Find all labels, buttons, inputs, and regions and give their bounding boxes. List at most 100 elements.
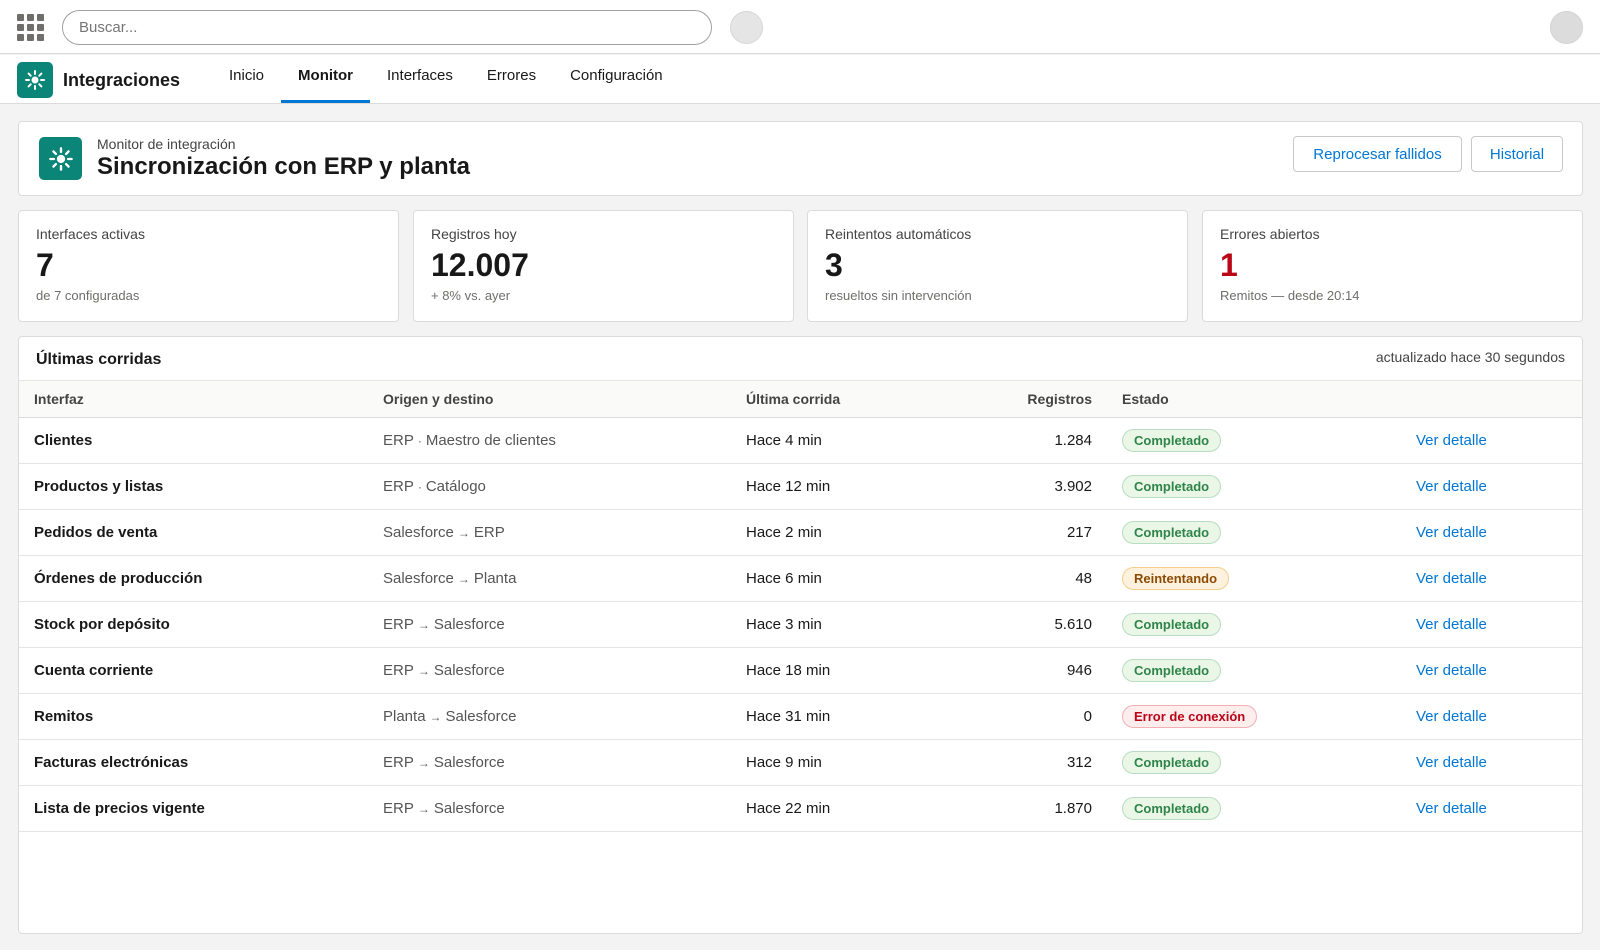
status-cell: Completado <box>1120 463 1416 510</box>
route-separator: → <box>417 756 430 770</box>
kpi-label: Interfaces activas <box>36 226 145 242</box>
records-count: 3.902 <box>939 463 1120 510</box>
help-button[interactable] <box>730 11 763 44</box>
actions-cell: Ver detalle <box>1416 417 1582 464</box>
view-detail-link[interactable]: Ver detalle <box>1416 616 1487 633</box>
route-source: Salesforce <box>383 524 454 541</box>
interface-name: Pedidos de venta <box>19 509 368 556</box>
route-target: Planta <box>473 570 517 587</box>
records-count: 217 <box>939 509 1120 556</box>
history-button[interactable]: Historial <box>1471 136 1563 172</box>
kpi-open-errors: Errores abiertos 1 Remitos — desde 20:14 <box>1202 210 1583 322</box>
status-cell: Error de conexión <box>1120 693 1416 740</box>
kpi-label: Registros hoy <box>431 226 517 242</box>
last-run: Hace 22 min <box>731 785 939 832</box>
interface-name: Stock por depósito <box>19 601 368 648</box>
route-separator: → <box>457 526 470 540</box>
search-input[interactable] <box>62 10 712 45</box>
status-cell: Completado <box>1120 601 1416 648</box>
status-badge: Reintentando <box>1122 567 1230 590</box>
last-run: Hace 31 min <box>731 693 939 740</box>
view-detail-link[interactable]: Ver detalle <box>1416 662 1487 679</box>
kpi-subtext: Remitos — desde 20:14 <box>1220 288 1360 303</box>
records-count: 1.284 <box>939 417 1120 464</box>
tab-interfaces[interactable]: Interfaces <box>387 67 453 84</box>
last-updated-text: actualizado hace 30 segundos <box>1375 349 1565 365</box>
route-source: Planta <box>383 708 426 725</box>
records-count: 946 <box>939 647 1120 694</box>
kpi-label: Errores abiertos <box>1220 226 1320 242</box>
route-target: Salesforce <box>445 708 517 725</box>
view-detail-link[interactable]: Ver detalle <box>1416 478 1487 495</box>
actions-cell: Ver detalle <box>1416 739 1582 786</box>
route-separator: → <box>417 802 430 816</box>
status-badge: Error de conexión <box>1122 705 1258 728</box>
global-header <box>0 0 1600 54</box>
kpi-subtext: resueltos sin intervención <box>825 288 972 303</box>
column-header-status: Estado <box>1120 380 1416 418</box>
status-badge: Completado <box>1122 521 1222 544</box>
records-count: 5.610 <box>939 601 1120 648</box>
tab-inicio[interactable]: Inicio <box>229 67 265 84</box>
table-row: Clientes ERP · Maestro de clientes Hace 4 mi… <box>19 417 1582 464</box>
route-source: ERP <box>383 754 414 771</box>
reprocess-failed-button[interactable]: Reprocesar fallidos <box>1293 136 1462 172</box>
view-detail-link[interactable]: Ver detalle <box>1416 708 1487 725</box>
status-badge: Completado <box>1122 797 1222 820</box>
runs-table: Interfaz Origen y destino Última corrida… <box>19 380 1582 832</box>
status-cell: Completado <box>1120 509 1416 556</box>
view-detail-link[interactable]: Ver detalle <box>1416 570 1487 587</box>
route-cell: ERP → Salesforce <box>368 739 731 786</box>
kpi-subtext: + 8% vs. ayer <box>431 288 511 303</box>
actions-cell: Ver detalle <box>1416 647 1582 694</box>
view-detail-link[interactable]: Ver detalle <box>1416 754 1487 771</box>
avatar[interactable] <box>1550 11 1583 44</box>
route-source: ERP <box>383 616 414 633</box>
view-detail-link[interactable]: Ver detalle <box>1416 800 1487 817</box>
route-target: Salesforce <box>433 754 505 771</box>
route-source: ERP <box>383 432 414 449</box>
runs-title: Últimas corridas <box>36 351 162 368</box>
actions-cell: Ver detalle <box>1416 693 1582 740</box>
route-cell: ERP → Salesforce <box>368 785 731 832</box>
interface-name: Órdenes de producción <box>19 555 368 602</box>
status-cell: Completado <box>1120 647 1416 694</box>
gear-icon <box>17 62 53 98</box>
table-row: Órdenes de producción Salesforce → Planta Ha… <box>19 555 1582 602</box>
records-count: 0 <box>939 693 1120 740</box>
recent-runs-card: Últimas corridas actualizado hace 30 seg… <box>18 336 1583 934</box>
route-cell: ERP → Salesforce <box>368 647 731 694</box>
tab-configuracion[interactable]: Configuración <box>570 67 663 84</box>
kpi-subtext: de 7 configuradas <box>36 288 140 303</box>
kpi-value: 3 <box>825 247 843 283</box>
status-badge: Completado <box>1122 475 1222 498</box>
last-run: Hace 9 min <box>731 739 939 786</box>
route-target: ERP <box>473 524 505 541</box>
column-header-actions <box>1416 380 1582 418</box>
last-run: Hace 12 min <box>731 463 939 510</box>
app-name: Integraciones <box>63 70 181 90</box>
table-row: Remitos Planta → Salesforce Hace 31 min 0 Erro… <box>19 693 1582 740</box>
view-detail-link[interactable]: Ver detalle <box>1416 432 1487 449</box>
kpi-value: 12.007 <box>431 247 529 283</box>
status-badge: Completado <box>1122 659 1222 682</box>
interface-name: Productos y listas <box>19 463 368 510</box>
app-launcher-icon[interactable] <box>17 14 44 41</box>
tab-errores[interactable]: Errores <box>486 67 537 84</box>
view-detail-link[interactable]: Ver detalle <box>1416 524 1487 541</box>
gear-icon <box>39 137 82 180</box>
route-separator: → <box>417 618 430 632</box>
table-header-row: Interfaz Origen y destino Última corrida… <box>19 380 1582 418</box>
table-row: Productos y listas ERP · Catálogo Hace 12 mi… <box>19 463 1582 510</box>
status-cell: Completado <box>1120 785 1416 832</box>
route-separator: · <box>417 480 422 494</box>
kpi-value: 1 <box>1220 247 1238 283</box>
route-separator: → <box>457 572 470 586</box>
status-badge: Completado <box>1122 751 1222 774</box>
route-cell: Salesforce → ERP <box>368 509 731 556</box>
tab-monitor[interactable]: Monitor <box>281 55 371 103</box>
page-header: Monitor de integración Sincronización co… <box>18 121 1583 196</box>
last-run: Hace 3 min <box>731 601 939 648</box>
records-count: 312 <box>939 739 1120 786</box>
interface-name: Facturas electrónicas <box>19 739 368 786</box>
